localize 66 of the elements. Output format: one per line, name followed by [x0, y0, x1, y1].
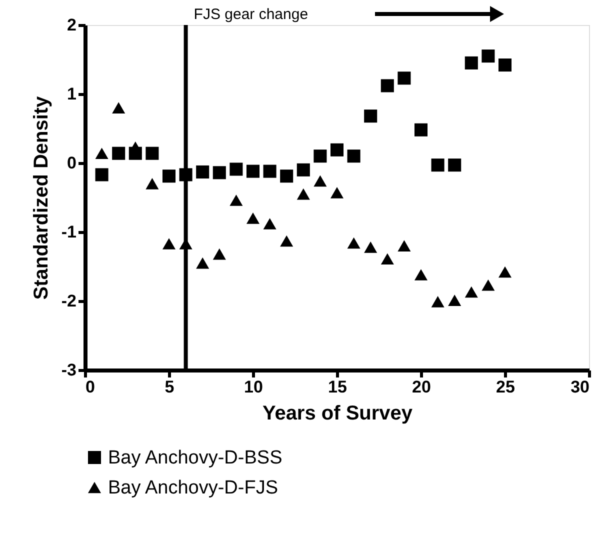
point [482, 279, 495, 291]
point [196, 165, 210, 178]
x-tick-label: 10 [244, 378, 263, 396]
point [112, 146, 126, 160]
point [230, 162, 243, 176]
y-axis-title: Standardized Density [30, 95, 52, 300]
x-tick-label: 20 [412, 378, 431, 396]
y-tick-label: -2 [61, 292, 76, 310]
x-tick-label: 15 [328, 378, 347, 396]
x-tick-label: 30 [570, 378, 590, 396]
point [280, 235, 294, 247]
point [296, 163, 310, 176]
point [162, 170, 176, 183]
y-tick-label: -1 [61, 222, 76, 242]
point [162, 238, 176, 250]
legend-label: Bay Anchovy-D-BSS [108, 448, 282, 468]
point [246, 164, 260, 178]
point [95, 168, 108, 182]
point [380, 79, 394, 92]
y-tick-label: 2 [67, 16, 76, 34]
point [347, 150, 360, 163]
point [398, 240, 411, 252]
point [464, 56, 478, 70]
point [448, 158, 462, 172]
point [330, 187, 344, 198]
x-tick-label: 5 [164, 378, 174, 396]
point [431, 296, 444, 308]
x-tick-label: 0 [86, 378, 95, 396]
point [498, 266, 512, 278]
point [95, 148, 108, 159]
point [128, 141, 142, 153]
point [431, 158, 444, 172]
point [414, 269, 428, 280]
point [314, 150, 327, 163]
point [414, 123, 428, 136]
point [179, 168, 192, 182]
point [246, 212, 260, 224]
point [364, 242, 378, 253]
point [146, 178, 159, 190]
point [212, 166, 226, 180]
point [498, 58, 512, 72]
point [212, 248, 226, 260]
point [296, 188, 310, 200]
point [448, 294, 462, 306]
point [230, 194, 243, 206]
point [464, 286, 478, 298]
y-tick-label: 0 [67, 154, 76, 172]
point [196, 257, 210, 269]
point [112, 102, 126, 114]
point [380, 253, 394, 265]
x-axis-title: Years of Survey [262, 402, 414, 424]
y-tick-label: 1 [67, 84, 76, 104]
point [398, 72, 411, 85]
point [482, 50, 495, 63]
point [347, 237, 360, 249]
point [263, 164, 276, 178]
point [314, 175, 327, 187]
x-tick-label: 25 [496, 378, 515, 396]
point [364, 110, 378, 123]
point [263, 218, 276, 230]
point [280, 170, 294, 183]
point [146, 146, 159, 160]
legend-label: Bay Anchovy-D-FJS [108, 478, 278, 498]
point [330, 143, 344, 156]
ref-line-label: FJS gear change [194, 6, 308, 23]
y-tick-label: -3 [61, 360, 76, 380]
